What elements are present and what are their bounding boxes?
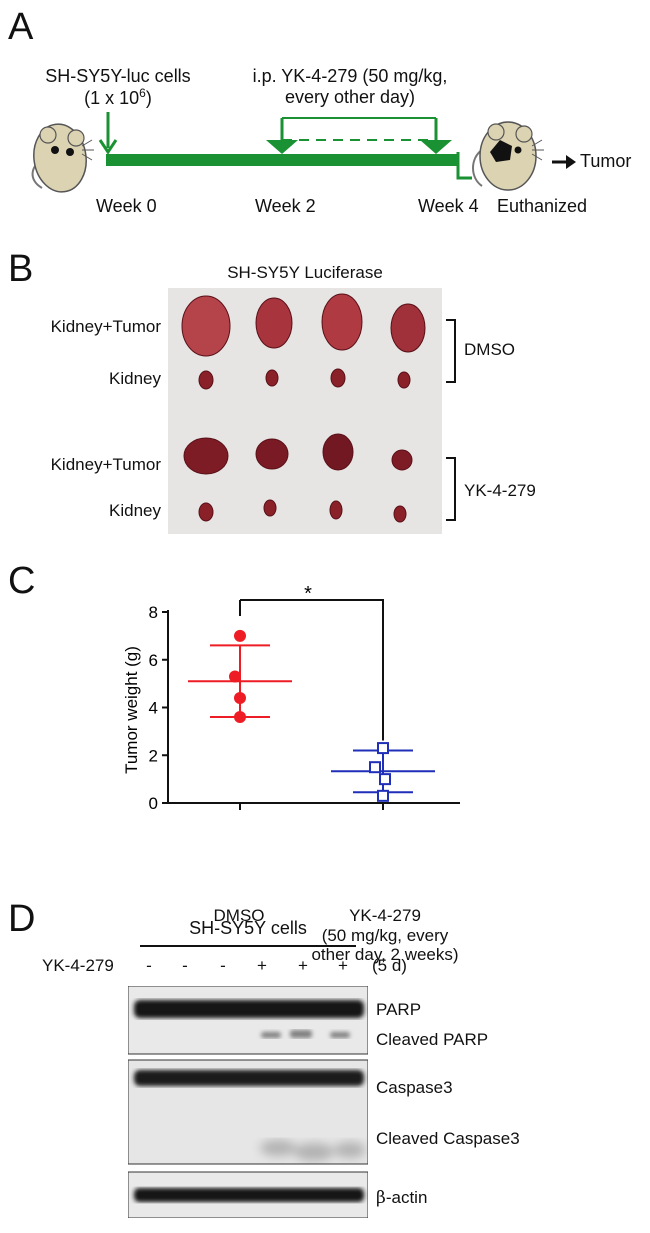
duration-label: (5 d) — [372, 956, 407, 975]
treatment-arrows — [280, 118, 438, 140]
euthanized-label: Euthanized — [497, 196, 588, 216]
significance-star: * — [304, 583, 312, 605]
category-yk-name: YK-4-279 — [349, 906, 421, 925]
row-kidney-tumor-yk: Kidney+Tumor — [50, 455, 161, 474]
band-caspase3: Caspase3 — [376, 1078, 453, 1097]
western-blot — [128, 986, 368, 1218]
chart-ylabel: Tumor weight (g) — [122, 646, 141, 774]
treatment-line1: i.p. YK-4-279 (50 mg/kg, — [252, 66, 448, 86]
cells-label-line1: SH-SY5Y-luc cells — [45, 66, 191, 86]
lane-5: + — [298, 956, 308, 975]
row-kidney-dmso: Kidney — [109, 369, 161, 388]
cells-label: SH-SY5Y-luc cells (1 x 106) — [18, 66, 218, 108]
cells-title-underline — [140, 945, 356, 947]
lane-row-label: YK-4-279 — [42, 956, 114, 975]
mouse-right-tumor-icon — [472, 121, 544, 191]
band-cleaved-parp: Cleaved PARP — [376, 1030, 489, 1049]
significance-bracket — [239, 599, 384, 741]
cells-label-line2: (1 x 106) — [84, 85, 152, 108]
lane-2: - — [182, 956, 188, 975]
data-point-dmso — [229, 670, 241, 683]
band-cleaved-caspase3: Cleaved Caspase3 — [376, 1129, 520, 1148]
category-yk-schedule: other day, 2 weeks) — [311, 945, 459, 965]
category-dmso-label: DMSO — [213, 906, 265, 925]
y-tick-label: 2 — [149, 746, 158, 765]
band-beta-actin: β-actin — [376, 1188, 428, 1208]
timeline-diagram — [31, 112, 576, 193]
tumor-label: Tumor — [580, 151, 632, 171]
panel-d-letter: D — [8, 898, 36, 940]
lane-1: - — [146, 956, 152, 975]
group-yk-label: YK-4-279 — [464, 481, 536, 500]
data-point-yk — [369, 761, 381, 774]
week2-label: Week 2 — [255, 196, 316, 216]
row-kidney-tumor-dmso: Kidney+Tumor — [50, 317, 161, 336]
tissue-photo — [168, 288, 442, 534]
band-parp: PARP — [376, 1000, 422, 1019]
data-point-dmso — [234, 691, 246, 704]
week4-label: Week 4 — [418, 196, 479, 216]
panel-b-title: SH-SY5Y Luciferase — [227, 263, 383, 282]
panel-b-letter: B — [8, 248, 34, 290]
data-point-yk — [379, 773, 391, 786]
lane-6: + — [338, 956, 348, 975]
timeline-bar — [106, 154, 458, 166]
panel-a-letter: A — [8, 6, 34, 48]
data-point-yk — [377, 789, 389, 802]
row-kidney-yk: Kidney — [109, 501, 161, 520]
data-point-yk — [377, 742, 389, 755]
y-tick-label: 6 — [149, 651, 158, 670]
group-dmso-label: DMSO — [464, 340, 515, 359]
y-tick-label: 8 — [149, 603, 158, 622]
lane-3: - — [220, 956, 226, 975]
category-yk-label: YK-4-279 (50 mg/kg, every other day, 2 w… — [285, 906, 485, 965]
panel-c-letter: C — [8, 560, 36, 602]
treatment-line2: every other day) — [284, 86, 416, 107]
data-point-dmso — [234, 629, 246, 642]
tumor-weight-chart: Tumor weight (g) * 0 2 4 6 8 — [122, 583, 460, 813]
lane-4: + — [257, 956, 267, 975]
cells-title: SH-SY5Y cells — [189, 918, 307, 938]
y-tick-label: 4 — [149, 699, 158, 718]
group-brackets — [446, 319, 456, 521]
timeline-end-stop — [456, 152, 472, 180]
category-yk-dose: (50 mg/kg, every — [321, 925, 449, 945]
mouse-left-icon — [31, 123, 94, 193]
y-tick-label: 0 — [149, 794, 158, 813]
treatment-label: i.p. YK-4-279 (50 mg/kg, every other day… — [225, 66, 475, 107]
week0-label: Week 0 — [96, 196, 157, 216]
data-point-dmso — [234, 711, 246, 724]
band-beta-symbol: β — [376, 1188, 386, 1208]
